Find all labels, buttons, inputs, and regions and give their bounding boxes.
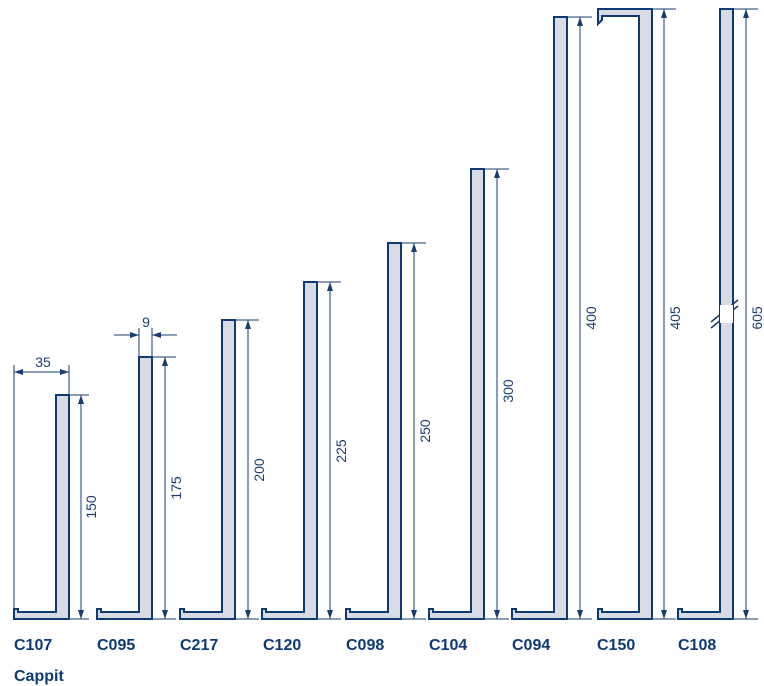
height-value-c120: 225 <box>333 439 349 463</box>
height-dim-c094 <box>567 16 592 620</box>
profile-shape-c150 <box>597 8 653 620</box>
height-value-c107: 150 <box>83 495 99 519</box>
thickness-dimension: 9 <box>114 314 177 357</box>
profile-shape-c217 <box>179 319 236 620</box>
profile-label-c217: C217 <box>180 637 218 654</box>
thickness-value: 9 <box>142 314 150 330</box>
height-value-c098: 250 <box>417 419 433 443</box>
break-gap <box>720 305 733 323</box>
profile-shape-c094 <box>511 16 568 620</box>
profile-shape-c095 <box>96 356 153 620</box>
profile-label-c107: C107 <box>14 637 52 654</box>
height-dim-c217 <box>235 319 259 620</box>
profile-label-c120: C120 <box>263 637 301 654</box>
profile-shape-c107 <box>13 394 70 620</box>
profile-label-c098: C098 <box>346 637 384 654</box>
width-dimension: 35 <box>13 354 70 609</box>
profile-label-c104: C104 <box>429 637 467 654</box>
profile-shapes <box>13 8 739 620</box>
height-dim-c107 <box>69 394 89 620</box>
height-dim-c098 <box>401 242 426 620</box>
profile-label-c094: C094 <box>512 637 550 654</box>
height-dim-c095 <box>152 356 176 620</box>
height-value-c108: 605 <box>749 306 764 330</box>
height-value-c104: 300 <box>500 379 516 403</box>
profile-label-c150: C150 <box>597 637 635 654</box>
height-value-c217: 200 <box>251 458 267 482</box>
profile-label-c095: C095 <box>97 637 135 654</box>
footer-label: Cappit <box>14 668 64 685</box>
height-dim-c104 <box>484 168 509 620</box>
profile-shape-c120 <box>261 281 318 620</box>
profile-shape-c098 <box>345 242 402 620</box>
height-dimension-lines <box>69 8 758 620</box>
height-dim-c120 <box>317 281 341 620</box>
profile-label-c108: C108 <box>678 637 716 654</box>
height-dim-c150 <box>652 8 676 620</box>
height-value-c094: 400 <box>583 306 599 330</box>
height-value-c095: 175 <box>168 476 184 500</box>
height-dim-c108 <box>733 8 758 620</box>
height-value-c150: 405 <box>667 306 683 330</box>
profile-shape-c104 <box>428 168 485 620</box>
height-dimension-values: 150 175 200 225 250 300 400 405 605 <box>83 306 764 519</box>
profile-code-labels: C107 C095 C217 C120 C098 C104 C094 C150 … <box>14 637 716 654</box>
width-value: 35 <box>35 354 51 370</box>
